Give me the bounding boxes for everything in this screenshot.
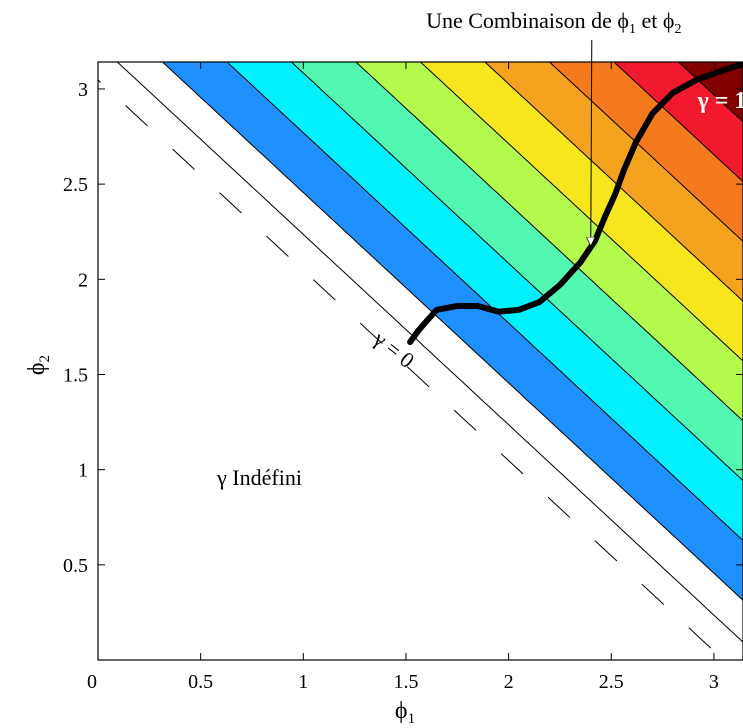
plot-frame (97, 61, 743, 661)
y-axis-subscript: 2 (37, 355, 53, 363)
combination-sub1: 1 (629, 22, 636, 37)
y-tick-label-1: 1 (78, 460, 88, 482)
y-tick-label-5: 3 (78, 79, 88, 101)
contour-lines (116, 62, 743, 643)
x-tick-label-1: 0.5 (188, 671, 213, 693)
y-axis-label: ϕ2 (24, 355, 53, 375)
x-axis-symbol: ϕ (395, 698, 408, 724)
y-tick-label-0: 0.5 (63, 555, 88, 577)
plot-area (98, 62, 743, 660)
y-axis: 0.5 1 1.5 2 2.5 3 (63, 79, 743, 577)
x-tick-label-4: 2 (504, 671, 514, 693)
y-tick-label-4: 2.5 (63, 174, 88, 196)
contour-line-5 (420, 62, 743, 362)
x-axis-subscript: 1 (408, 711, 416, 727)
x-axis-label: ϕ1 (395, 698, 415, 727)
contour-line-3 (291, 62, 743, 481)
contour-line-7 (549, 62, 743, 242)
contour-line-8 (613, 62, 743, 182)
y-tick-label-2: 1.5 (63, 364, 88, 386)
x-tick-label-0: 0 (87, 671, 97, 693)
combination-sub2: 2 (674, 22, 681, 37)
x-axis: 0 0.5 1 1.5 2 2.5 3 (87, 62, 719, 693)
combination-prefix: Une Combinaison de (426, 8, 617, 33)
contour-line-9 (678, 62, 743, 123)
gamma-path-line (407, 62, 743, 346)
combination-annotation: Une Combinaison de ϕ1 et ϕ2 (426, 8, 681, 37)
undefined-region-label: γ Indéfini (216, 465, 302, 490)
dashed-boundary-line (98, 79, 725, 660)
x-tick-label-6: 3 (709, 671, 719, 693)
contour-line-6 (484, 62, 743, 302)
gamma-zero-label: γ = 0 (368, 325, 419, 372)
y-axis-symbol: ϕ (24, 362, 50, 375)
combination-joiner: et (636, 8, 663, 33)
contour-line-1 (162, 62, 743, 601)
contour-line-outer (116, 62, 743, 643)
combination-phi2: ϕ (663, 8, 675, 33)
x-tick-label-3: 1.5 (393, 671, 418, 693)
combination-phi1: ϕ (617, 8, 629, 33)
combination-arrow (591, 39, 592, 245)
contour-line-4 (355, 62, 743, 422)
contour-line-2 (226, 62, 743, 541)
dashed-contour-lines (98, 79, 725, 660)
y-tick-label-3: 2 (78, 269, 88, 291)
x-tick-label-5: 2.5 (599, 671, 624, 693)
gamma-one-label: γ = 1 (697, 88, 743, 114)
x-tick-label-2: 1 (298, 671, 308, 693)
